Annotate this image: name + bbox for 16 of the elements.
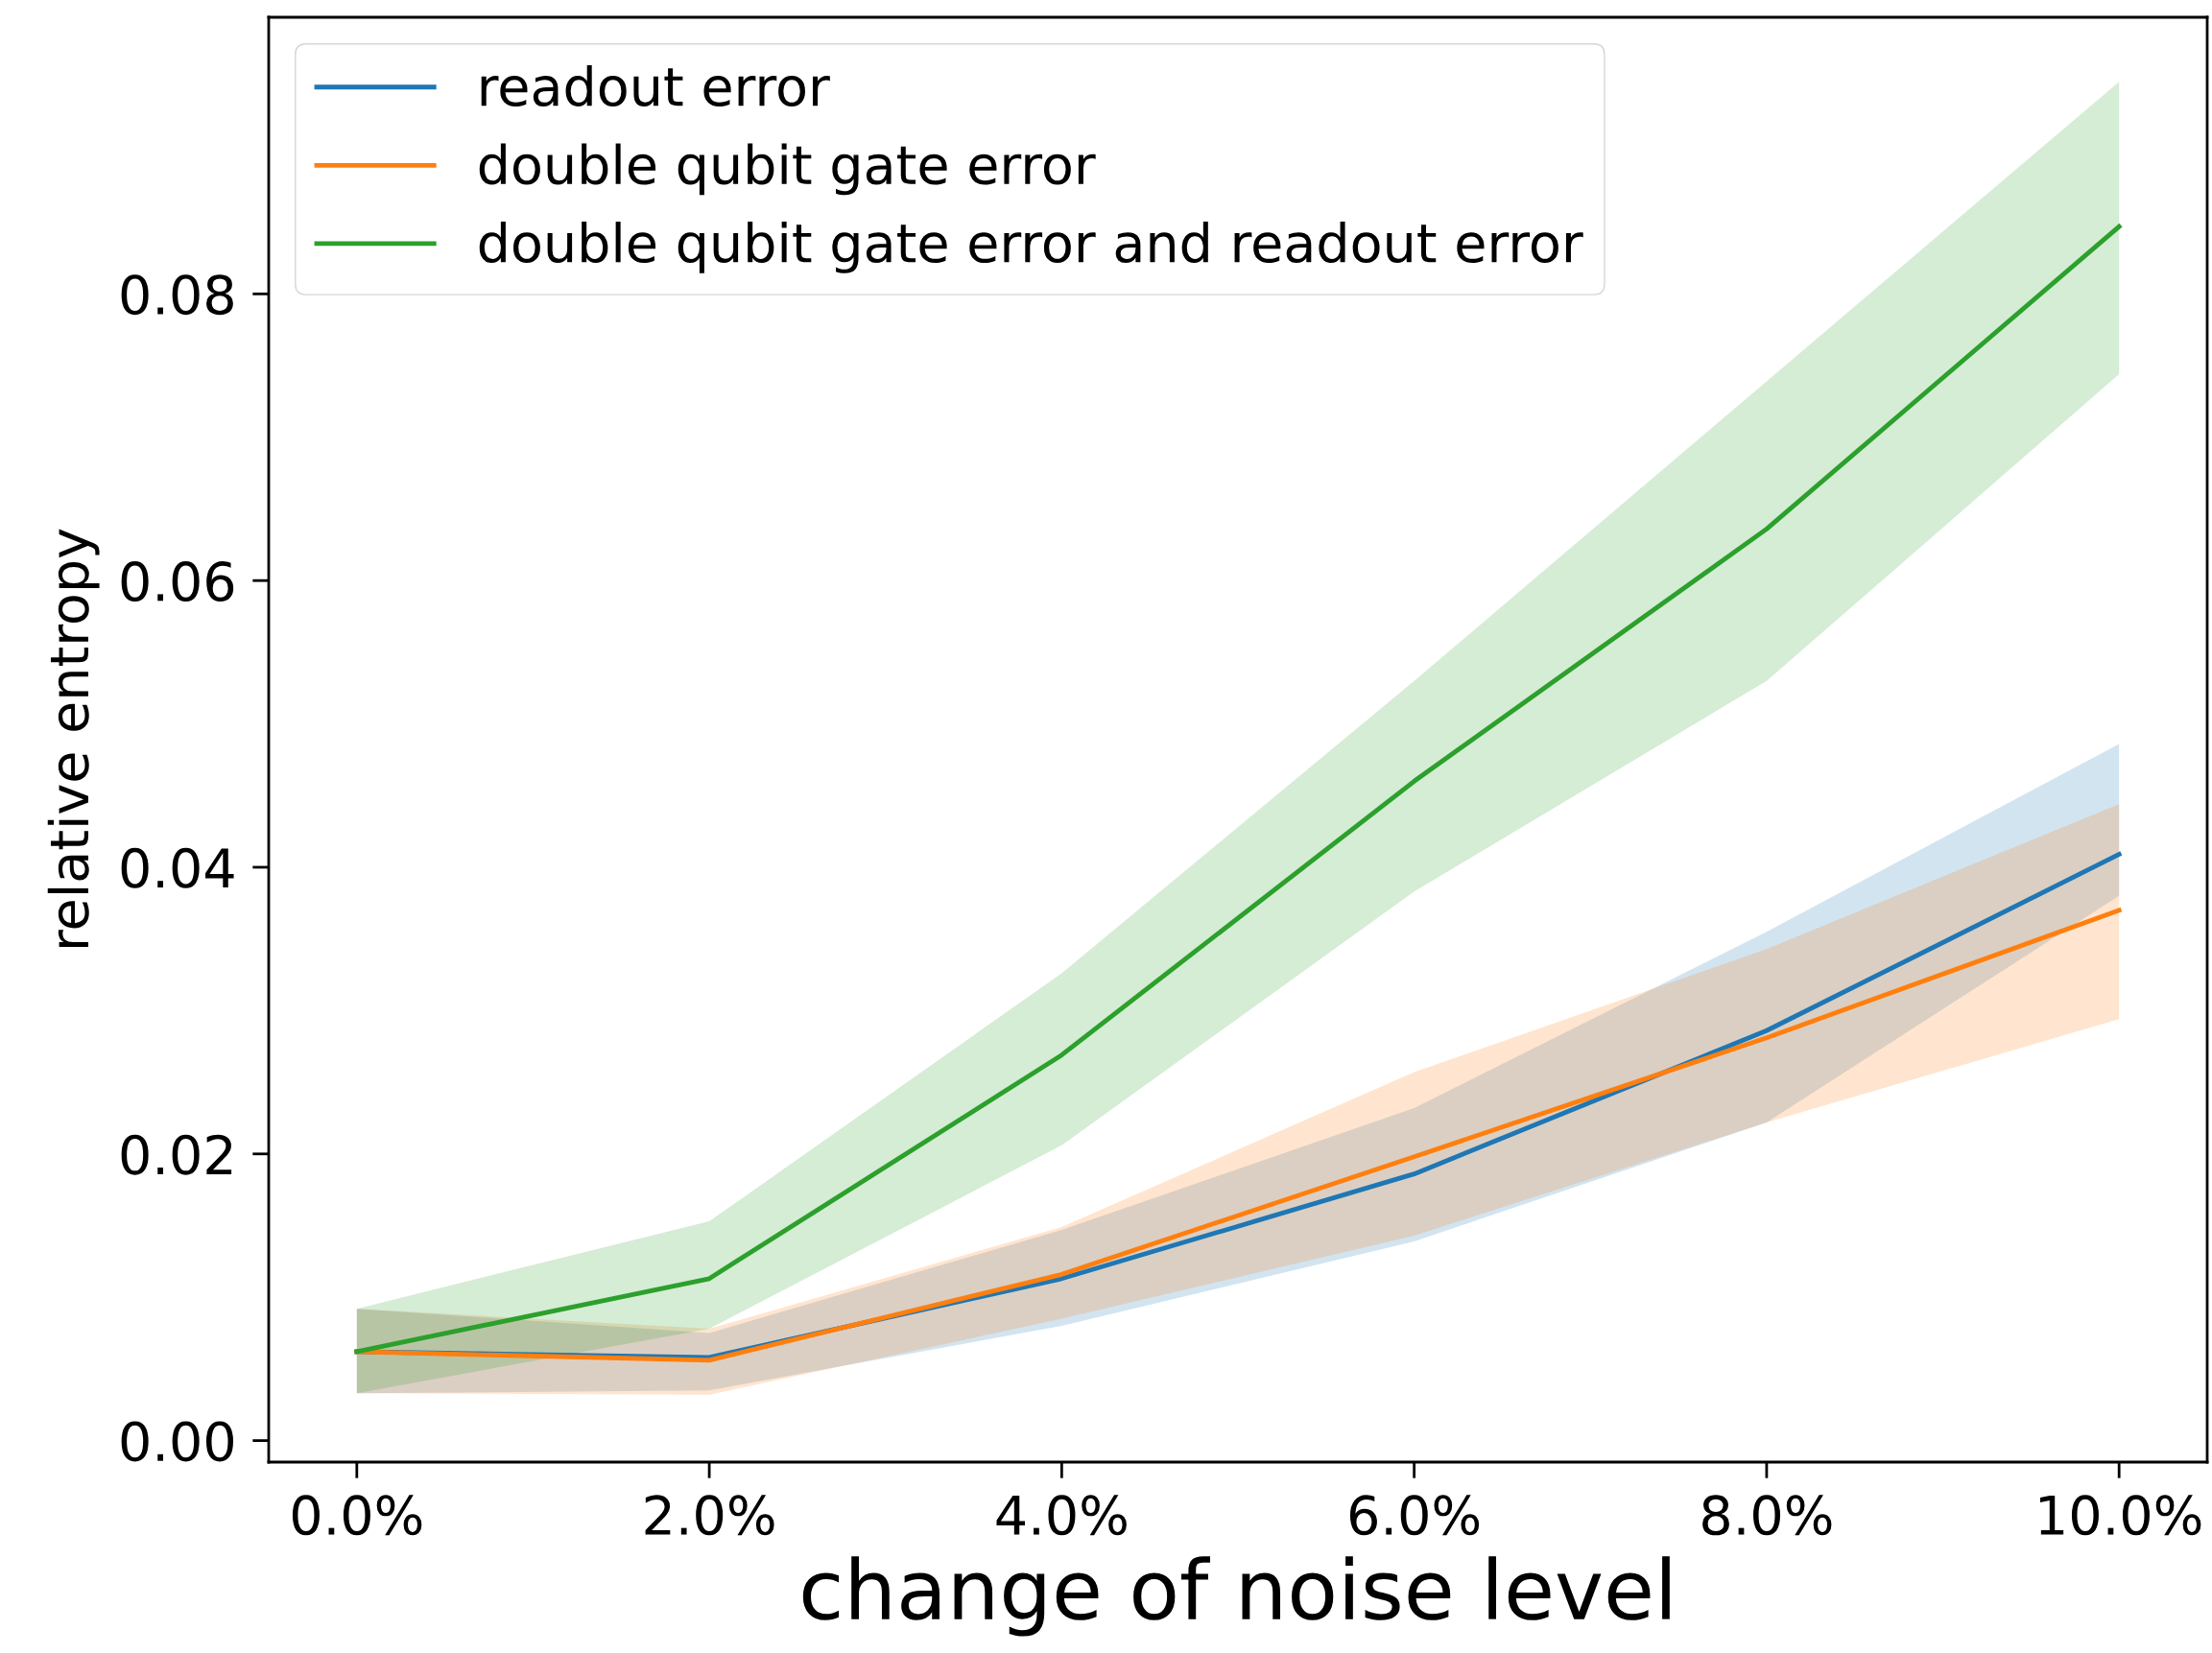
x-tick-label: 0.0% (292, 1495, 422, 1536)
legend-label: readout error (481, 65, 830, 106)
y-tick-label: 0.06 (121, 561, 234, 602)
x-tick-label: 4.0% (996, 1495, 1127, 1536)
legend-label: double qubit gate error (479, 143, 1096, 196)
y-tick-label: 0.00 (121, 1421, 233, 1462)
x-tick-label: 8.0% (1702, 1495, 1832, 1536)
legend-label: double qubit gate error and readout error (479, 222, 1583, 273)
x-tick-label: 6.0% (1349, 1495, 1480, 1536)
y-axis-title: relative entropy (47, 529, 100, 947)
x-tick-label: 10.0% (2040, 1495, 2201, 1536)
x-axis-title: change of noise level (802, 1556, 1670, 1637)
y-tick-label: 0.08 (121, 274, 233, 316)
y-tick-label: 0.02 (121, 1134, 232, 1175)
x-tick-label: 2.0% (645, 1495, 774, 1536)
y-tick-label: 0.04 (121, 847, 234, 888)
